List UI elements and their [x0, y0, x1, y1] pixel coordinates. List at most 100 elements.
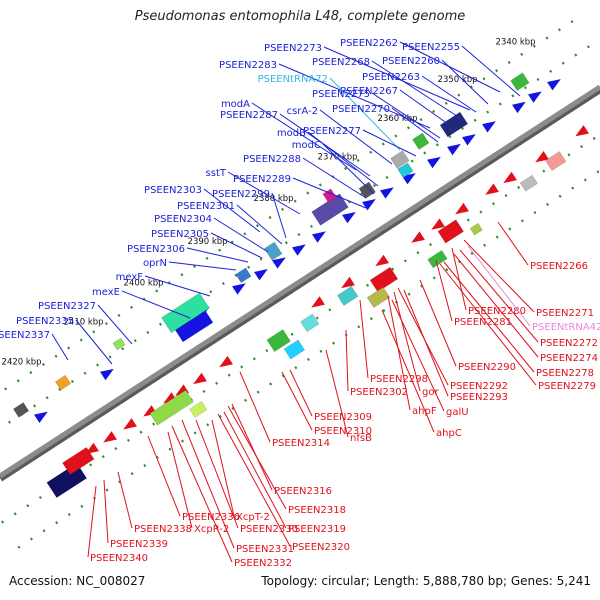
lower-gene-label-pseen2320: PSEEN2320	[292, 542, 350, 553]
forward-gene-arrow	[292, 244, 306, 256]
forward-gene-arrow	[232, 283, 246, 295]
upper-gene-label-pseen2335-leader	[75, 319, 113, 365]
upper-gene-label-pseen2267: PSEEN2267	[340, 86, 398, 97]
upper-gene-block-green-2	[412, 132, 430, 150]
reverse-gene-arrow	[535, 151, 549, 163]
genome-title: Pseudomonas entomophila L48, complete ge…	[134, 9, 466, 24]
upper-gene-label-pseen2263: PSEEN2263	[362, 72, 420, 83]
lower-gene-label-pseen2314-leader	[239, 371, 271, 443]
lower-gene-label-pseen2330: PSEEN2330	[240, 524, 298, 535]
upper-gene-label-pseen2267-leader	[399, 89, 449, 125]
forward-gene-arrow	[380, 187, 394, 199]
lower-gene-label-pseen2338: PSEEN2338	[134, 524, 192, 535]
lower-gene-label-pseen2279-leader	[439, 263, 537, 386]
lower-gene-label-pseen2281-leader	[435, 259, 453, 322]
upper-gene-label-sstt-leader	[227, 171, 301, 215]
lower-gene-label-xcpt-2-leader	[211, 419, 235, 517]
lower-gene-label-xcpr-2: XcpR-2	[194, 524, 229, 535]
lower-gene-block-pink	[545, 151, 567, 171]
upper-gene-label-mexf-leader	[144, 275, 211, 297]
forward-gene-arrow	[482, 121, 496, 133]
lower-gene-label-pseen2319: PSEEN2319	[288, 524, 346, 535]
lower-gene-block-teal	[337, 285, 359, 306]
lower-gene-label-pseen2274-leader	[453, 253, 539, 358]
upper-gene-label-pseen2289-leader	[292, 177, 367, 209]
lower-gene-label-pseen2271: PSEEN2271	[536, 308, 594, 319]
lower-gene-block-khaki	[366, 286, 391, 308]
upper-gene-block-blue-big	[174, 310, 214, 343]
reverse-gene-arrow	[503, 171, 517, 184]
upper-gene-block-magenta	[322, 188, 337, 203]
upper-gene-label-pseen2270: PSEEN2270	[332, 104, 390, 115]
kbp-tick-2360-kbp: 2360 kbp	[378, 114, 418, 124]
lower-gene-block-cyan	[300, 313, 320, 333]
upper-gene-label-mexe-leader	[121, 290, 191, 319]
lower-gene-block-navy	[46, 462, 88, 499]
lower-gene-label-pseen2272: PSEEN2272	[540, 338, 598, 349]
lower-gene-label-pseen2279: PSEEN2279	[538, 381, 596, 392]
kbp-tick-2400-kbp: 2400 kbp	[124, 278, 164, 288]
upper-gene-label-pseen2301: PSEEN2301	[177, 201, 235, 212]
forward-gene-arrow	[272, 257, 286, 269]
lower-gene-block-green-2	[266, 329, 291, 353]
upper-gene-label-pseen2305-leader	[210, 232, 263, 259]
accession-text: Accession: NC_008027	[9, 574, 146, 588]
lower-gene-label-pseen2331-leader	[181, 419, 235, 549]
upper-gene-label-pseen2263-leader	[421, 75, 477, 113]
kbp-tick-2420-kbp: 2420 kbp	[2, 358, 42, 368]
lower-gene-label-pseen2302: PSEEN2302	[350, 387, 408, 398]
upper-gene-block-darkgrey	[358, 181, 376, 199]
forward-gene-arrow	[447, 143, 461, 156]
upper-gene-label-pseentrna72: PSEENtRNA72	[258, 74, 328, 85]
upper-gene-label-pseen2327: PSEEN2327	[38, 301, 96, 312]
upper-gene-label-pseen2260: PSEEN2260	[382, 56, 440, 67]
upper-gene-label-moda: modA	[221, 99, 250, 110]
upper-gene-label-pseentrna72-leader	[329, 77, 401, 151]
forward-gene-arrow	[427, 156, 441, 169]
lower-gene-label-pseen2266: PSEEN2266	[530, 261, 588, 272]
lower-gene-label-pseen2338-leader	[117, 471, 133, 529]
reverse-gene-arrow	[193, 372, 207, 385]
forward-gene-arrow	[528, 91, 542, 103]
kbp-tick-2350-kbp: 2350 kbp	[438, 75, 478, 85]
lower-gene-label-pseen2318: PSEEN2318	[288, 505, 346, 516]
lower-gene-block-grey	[519, 174, 538, 192]
forward-gene-arrow	[254, 269, 268, 281]
upper-gene-label-mexe: mexE	[92, 287, 120, 298]
upper-gene-label-pseen2283: PSEEN2283	[219, 60, 277, 71]
upper-gene-label-pseen2299-leader	[271, 192, 287, 239]
lower-gene-label-pseen2290: PSEEN2290	[458, 362, 516, 373]
upper-gene-label-pseen2335: PSEEN2335	[16, 316, 74, 327]
lower-gene-label-pseen2281: PSEEN2281	[454, 317, 512, 328]
topology-text: Topology: circular; Length: 5,888,780 bp…	[261, 574, 591, 588]
upper-gene-label-pseen2275: PSEEN2275	[312, 89, 370, 100]
lower-gene-label-pseen2316-leader	[231, 403, 273, 491]
forward-gene-arrow	[100, 368, 114, 381]
upper-gene-block-lime	[112, 337, 126, 351]
upper-gene-label-pseen2306: PSEEN2306	[127, 244, 185, 255]
lower-gene-label-pseen2298-leader	[359, 299, 369, 379]
upper-gene-label-csra-2: csrA-2	[287, 106, 318, 117]
upper-gene-label-pseen2273-leader	[323, 46, 471, 111]
lower-gene-label-nfsb: nfsB	[350, 433, 372, 444]
kbp-tick-2410-kbp: 2410 kbp	[64, 317, 104, 327]
lower-gene-label-pseen2331: PSEEN2331	[236, 544, 294, 555]
reverse-gene-arrow	[219, 355, 233, 368]
lower-gene-label-pseen2272-leader	[459, 249, 539, 343]
upper-gene-label-pseen2255: PSEEN2255	[402, 42, 460, 53]
upper-gene-label-csra-2-leader	[319, 109, 393, 165]
upper-gene-label-pseen2303-leader	[203, 188, 261, 233]
upper-gene-label-pseen2304: PSEEN2304	[154, 214, 212, 225]
lower-gene-label-pseen2290-leader	[419, 279, 457, 367]
upper-gene-label-oprn: oprN	[143, 258, 167, 269]
upper-gene-label-pseen2337-leader	[51, 333, 69, 361]
upper-gene-label-pseen2327-leader	[97, 304, 133, 345]
lower-gene-block-lime	[149, 389, 194, 426]
upper-gene-label-pseen2277: PSEEN2277	[303, 126, 361, 137]
upper-gene-label-pseen2305: PSEEN2305	[151, 229, 209, 240]
lower-gene-label-nfsb-leader	[325, 349, 349, 438]
lower-gene-block-red	[437, 219, 464, 244]
lower-gene-label-pseen2302-leader	[345, 329, 349, 392]
reverse-gene-arrow	[103, 431, 117, 443]
lower-gene-label-pseen2340: PSEEN2340	[90, 553, 148, 564]
